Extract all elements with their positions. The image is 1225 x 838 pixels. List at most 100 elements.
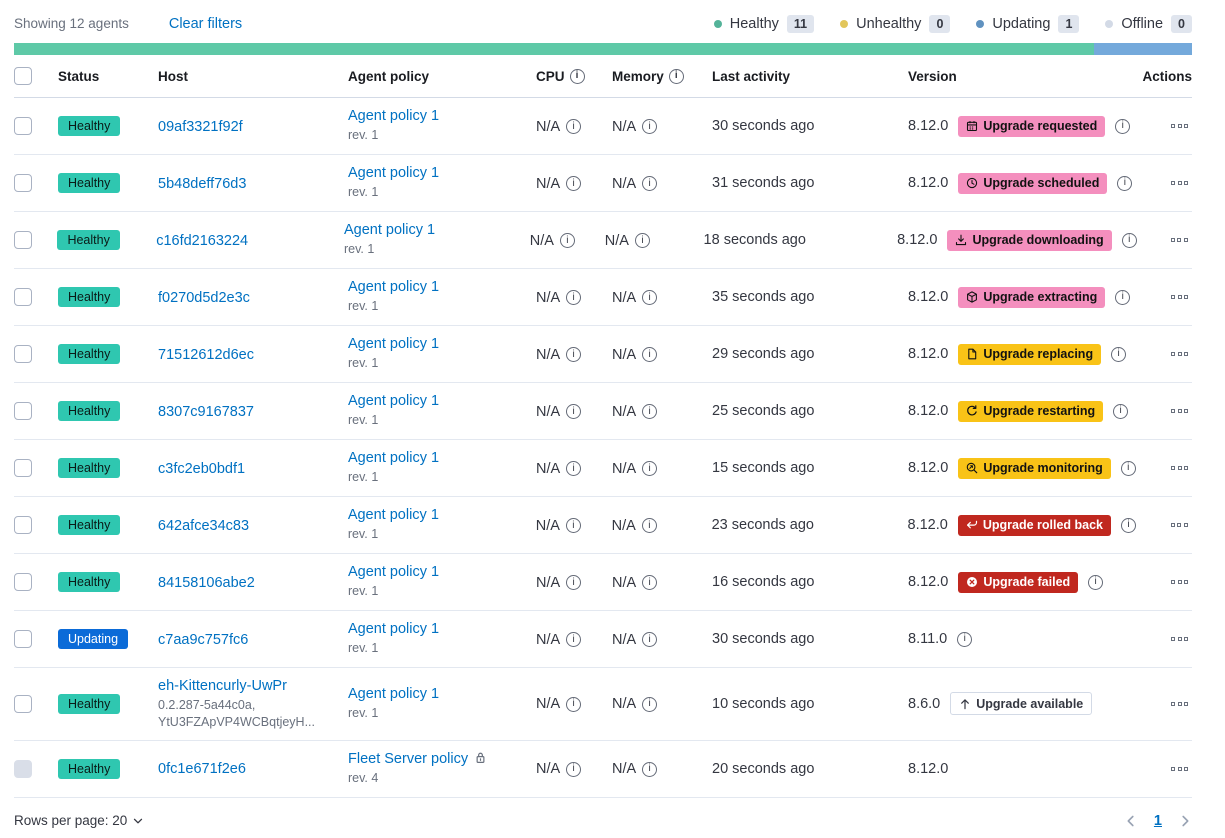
- upgrade-status-badge[interactable]: Upgrade rolled back: [957, 514, 1112, 536]
- row-checkbox[interactable]: [14, 174, 32, 192]
- memory-value-info-icon[interactable]: i: [642, 404, 658, 419]
- host-link[interactable]: 84158106abe2: [158, 574, 255, 591]
- host-link[interactable]: c16fd2163224: [156, 232, 249, 249]
- agent-policy-link[interactable]: Agent policy 1: [348, 336, 440, 353]
- memory-value-info-icon[interactable]: i: [642, 761, 658, 777]
- row-checkbox[interactable]: [14, 117, 32, 135]
- memory-value-info-icon[interactable]: i: [642, 119, 658, 134]
- host-link[interactable]: 8307c9167837: [158, 403, 254, 420]
- clear-filters-link[interactable]: Clear filters: [168, 15, 243, 32]
- upgrade-status-badge[interactable]: Upgrade scheduled: [958, 172, 1108, 194]
- upgrade-details-info-icon[interactable]: i: [1120, 460, 1136, 476]
- upgrade-status-badge[interactable]: Upgrade monitoring: [958, 457, 1111, 479]
- agent-policy-link[interactable]: Agent policy 1: [348, 165, 440, 182]
- host-link[interactable]: 5b48deff76d3: [158, 175, 247, 192]
- row-checkbox[interactable]: [14, 402, 32, 420]
- row-actions-button[interactable]: [1167, 576, 1192, 588]
- memory-info-icon[interactable]: i: [668, 68, 684, 84]
- upgrade-details-info-icon[interactable]: i: [1111, 346, 1127, 362]
- memory-value-info-icon[interactable]: i: [641, 518, 657, 533]
- next-page-button[interactable]: [1178, 814, 1192, 828]
- cpu-value-info-icon[interactable]: i: [566, 461, 582, 476]
- memory-value-info-icon[interactable]: i: [642, 347, 658, 362]
- row-actions-button[interactable]: [1167, 519, 1192, 531]
- cpu-value-info-icon[interactable]: i: [566, 632, 582, 647]
- agent-policy-link[interactable]: Agent policy 1: [348, 621, 440, 638]
- host-link[interactable]: 642afce34c83: [157, 517, 250, 534]
- cpu-value-info-icon[interactable]: i: [565, 518, 581, 533]
- cpu-value-info-icon[interactable]: i: [566, 119, 582, 134]
- row-actions-button[interactable]: [1167, 234, 1192, 246]
- row-checkbox[interactable]: [14, 759, 32, 778]
- row-actions-button[interactable]: [1167, 763, 1192, 775]
- agent-policy-link[interactable]: Agent policy 1: [348, 393, 440, 410]
- upgrade-status-badge[interactable]: Upgrade failed: [958, 571, 1079, 593]
- agent-policy-link[interactable]: Agent policy 1: [348, 450, 440, 467]
- row-checkbox[interactable]: [14, 288, 32, 306]
- row-actions-button[interactable]: [1167, 633, 1192, 645]
- agent-policy-link[interactable]: Agent policy 1: [348, 564, 440, 581]
- upgrade-details-info-icon[interactable]: i: [1113, 403, 1129, 419]
- upgrade-status-badge[interactable]: Upgrade downloading: [947, 229, 1112, 251]
- agent-policy-link[interactable]: Agent policy 1: [343, 222, 436, 239]
- previous-page-button[interactable]: [1124, 814, 1138, 828]
- memory-value-info-icon[interactable]: i: [642, 290, 658, 305]
- upgrade-details-info-icon[interactable]: i: [1115, 289, 1131, 305]
- row-actions-button[interactable]: [1167, 348, 1192, 360]
- memory-value-info-icon[interactable]: i: [642, 632, 658, 647]
- page-number-1[interactable]: 1: [1153, 812, 1162, 829]
- upgrade-details-info-icon[interactable]: i: [1088, 574, 1104, 590]
- agent-policy-link[interactable]: Agent policy 1: [348, 685, 440, 702]
- host-link[interactable]: c3fc2eb0bdf1: [158, 460, 246, 477]
- legend-item-healthy[interactable]: Healthy 11: [713, 14, 815, 33]
- memory-value-info-icon[interactable]: i: [642, 696, 658, 712]
- host-link[interactable]: 0fc1e671f2e6: [158, 761, 246, 778]
- host-link[interactable]: c7aa9c757fc6: [158, 631, 249, 648]
- cpu-value-info-icon[interactable]: i: [566, 404, 582, 419]
- legend-item-updating[interactable]: Updating 1: [976, 14, 1080, 33]
- agent-policy-link[interactable]: Agent policy 1: [347, 507, 439, 524]
- cpu-value-info-icon[interactable]: i: [566, 761, 582, 777]
- host-link[interactable]: f0270d5d2e3c: [158, 289, 250, 306]
- cpu-value-info-icon[interactable]: i: [566, 176, 582, 191]
- upgrade-status-badge[interactable]: Upgrade restarting: [958, 400, 1104, 422]
- upgrade-details-info-icon[interactable]: i: [1121, 232, 1137, 248]
- row-checkbox[interactable]: [14, 516, 32, 534]
- row-actions-button[interactable]: [1167, 405, 1192, 417]
- legend-item-offline[interactable]: Offline 0: [1105, 14, 1192, 33]
- memory-value-info-icon[interactable]: i: [642, 575, 658, 590]
- host-link[interactable]: eh-Kittencurly-UwPr: [158, 678, 287, 694]
- agent-policy-link[interactable]: Agent policy 1: [348, 108, 440, 125]
- row-checkbox[interactable]: [14, 231, 32, 249]
- select-all-checkbox[interactable]: [14, 67, 32, 85]
- cpu-info-icon[interactable]: i: [569, 68, 585, 84]
- agent-policy-link[interactable]: Agent policy 1: [348, 279, 440, 296]
- row-actions-button[interactable]: [1167, 120, 1192, 132]
- row-checkbox[interactable]: [14, 573, 32, 591]
- cpu-value-info-icon[interactable]: i: [566, 575, 582, 590]
- row-checkbox[interactable]: [14, 630, 32, 648]
- upgrade-details-info-icon[interactable]: i: [1121, 517, 1137, 533]
- row-checkbox[interactable]: [14, 459, 32, 477]
- upgrade-status-badge[interactable]: Upgrade available: [950, 692, 1093, 716]
- row-checkbox[interactable]: [14, 345, 32, 363]
- row-checkbox[interactable]: [14, 694, 32, 713]
- upgrade-details-info-icon[interactable]: i: [1117, 175, 1133, 191]
- memory-value-info-icon[interactable]: i: [642, 461, 658, 476]
- upgrade-details-info-icon[interactable]: i: [957, 631, 973, 647]
- agent-policy-link[interactable]: Fleet Server policy: [348, 750, 469, 767]
- upgrade-status-badge[interactable]: Upgrade extracting: [958, 286, 1106, 308]
- cpu-value-info-icon[interactable]: i: [566, 696, 582, 712]
- rows-per-page-selector[interactable]: Rows per page: 20: [14, 813, 144, 828]
- row-actions-button[interactable]: [1167, 291, 1192, 303]
- row-actions-button[interactable]: [1167, 462, 1192, 474]
- row-actions-button[interactable]: [1167, 177, 1192, 189]
- cpu-value-info-icon[interactable]: i: [559, 233, 575, 248]
- memory-value-info-icon[interactable]: i: [642, 176, 658, 191]
- host-link[interactable]: 09af3321f92f: [158, 118, 243, 135]
- legend-item-unhealthy[interactable]: Unhealthy 0: [840, 14, 951, 33]
- host-link[interactable]: 71512612d6ec: [158, 346, 254, 363]
- upgrade-status-badge[interactable]: Upgrade requested: [958, 115, 1106, 137]
- cpu-value-info-icon[interactable]: i: [566, 290, 582, 305]
- cpu-value-info-icon[interactable]: i: [566, 347, 582, 362]
